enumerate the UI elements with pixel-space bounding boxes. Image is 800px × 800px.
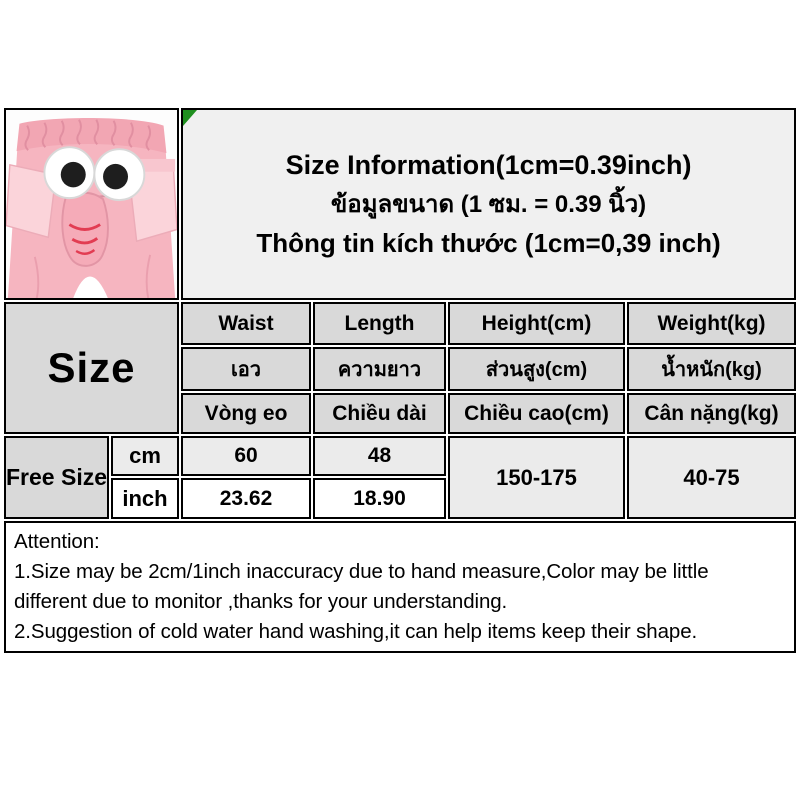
trunk-stitch-2 [71, 237, 99, 245]
header-height-vi: Chiều cao(cm) [448, 393, 625, 434]
height-range-cell: 150-175 [448, 436, 625, 519]
attention-note-2: 2.Suggestion of cold water hand washing,… [14, 620, 698, 643]
elephant-shorts-illustration [6, 110, 177, 298]
length-cm-value: 48 [313, 436, 446, 476]
header-weight-th: น้ำหนัก(kg) [627, 347, 797, 391]
header-waist-vi: Vòng eo [181, 393, 311, 434]
size-table: Size Information(1cm=0.39inch) ข้อมูลขนา… [2, 106, 798, 655]
right-pupil [103, 163, 129, 190]
size-name-cell: Free Size [4, 436, 109, 519]
data-row-cm: Free Size cm 60 48 150-175 40-75 [4, 436, 797, 519]
trunk-stitch-1 [68, 223, 101, 231]
header-row-en: Size Waist Length Height(cm) Weight(kg) [4, 302, 797, 434]
size-chart-sheet: Size Information(1cm=0.39inch) ข้อมูลขนา… [2, 106, 798, 655]
title-box: Size Information(1cm=0.39inch) ข้อมูลขนา… [181, 108, 797, 300]
top-row: Size Information(1cm=0.39inch) ข้อมูลขนา… [4, 108, 797, 300]
leg-split [73, 276, 108, 298]
header-length-th: ความยาว [313, 347, 446, 391]
weight-range-cell: 40-75 [627, 436, 797, 519]
waist-cm-value: 60 [181, 436, 311, 476]
header-length: Length [313, 302, 446, 345]
header-height: Height(cm) [448, 302, 625, 345]
header-weight-vi: Cân nặng(kg) [627, 393, 797, 434]
size-label: Size [4, 302, 179, 434]
title-english: Size Information(1cm=0.39inch) [285, 149, 692, 180]
header-weight: Weight(kg) [627, 302, 797, 345]
unit-cm-cell: cm [111, 436, 179, 476]
attention-note-1: 1.Size may be 2cm/1inch inaccuracy due t… [14, 560, 709, 613]
header-height-th: ส่วนสูง(cm) [448, 347, 625, 391]
unit-inch-cell: inch [111, 478, 179, 519]
title-thai: ข้อมูลขนาด (1 ซม. = 0.39 นิ้ว) [330, 190, 647, 218]
green-corner-marker [183, 110, 197, 126]
trunk-stitch-3 [75, 249, 96, 255]
header-row-vi: Vòng eo Chiều dài Chiều cao(cm) Cân nặng… [4, 393, 797, 434]
attention-heading: Attention: [14, 530, 100, 553]
waist-inch-value: 23.62 [181, 478, 311, 519]
waistband-ruffles [24, 119, 152, 151]
attention-row: Attention: 1.Size may be 2cm/1inch inacc… [4, 521, 797, 653]
title-vietnamese: Thông tin kích thước (1cm=0,39 inch) [256, 227, 721, 258]
length-inch-value: 18.90 [313, 478, 446, 519]
header-row-th: เอว ความยาว ส่วนสูง(cm) น้ำหนัก(kg) [4, 347, 797, 391]
header-waist-th: เอว [181, 347, 311, 391]
product-photo [4, 108, 179, 300]
header-waist: Waist [181, 302, 311, 345]
leg-creases [33, 254, 152, 298]
header-length-vi: Chiều dài [313, 393, 446, 434]
data-row-inch: inch 23.62 18.90 [4, 478, 796, 519]
left-pupil [60, 161, 86, 188]
attention-box: Attention: 1.Size may be 2cm/1inch inacc… [4, 521, 797, 653]
left-ear [6, 163, 57, 239]
